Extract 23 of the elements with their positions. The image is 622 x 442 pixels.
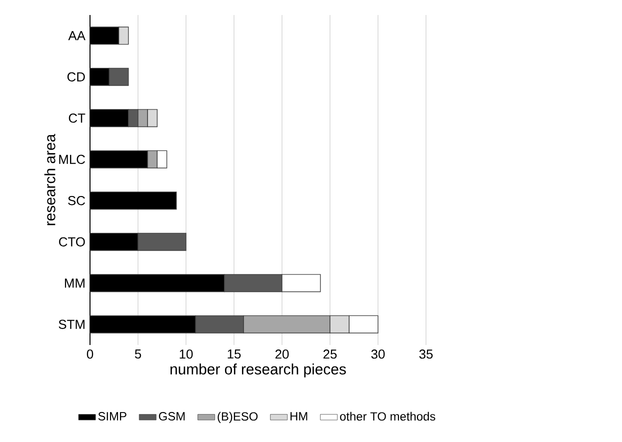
y-tick-label: SC (68, 196, 85, 206)
y-tick-label: MM (64, 278, 84, 288)
y-tick-label: MLC (59, 154, 85, 164)
legend-label: HM (290, 412, 308, 420)
x-tick-label: 5 (134, 350, 142, 359)
y-tick-label: CD (67, 72, 85, 82)
x-tick-label: 30 (371, 350, 385, 359)
y-tick-label: CT (68, 114, 86, 123)
legend-label: (B)ESO (218, 412, 258, 424)
x-tick-label: 35 (419, 350, 433, 359)
legend-label: GSM (158, 412, 185, 420)
y-tick-label: STM (58, 320, 84, 329)
legend-label: other TO methods (340, 412, 436, 421)
x-tick-label: 15 (228, 350, 241, 359)
legend-label: SIMP (98, 412, 126, 420)
y-axis-title: research area (44, 134, 56, 226)
x-tick-label: 0 (86, 350, 94, 359)
x-tick-label: 10 (180, 350, 193, 359)
y-tick-label: AA (68, 31, 86, 40)
x-tick-label: 25 (323, 350, 337, 359)
x-axis-title: number of research pieces (170, 364, 346, 378)
x-tick-label: 20 (275, 350, 289, 359)
y-tick-label: CTO (59, 237, 85, 246)
